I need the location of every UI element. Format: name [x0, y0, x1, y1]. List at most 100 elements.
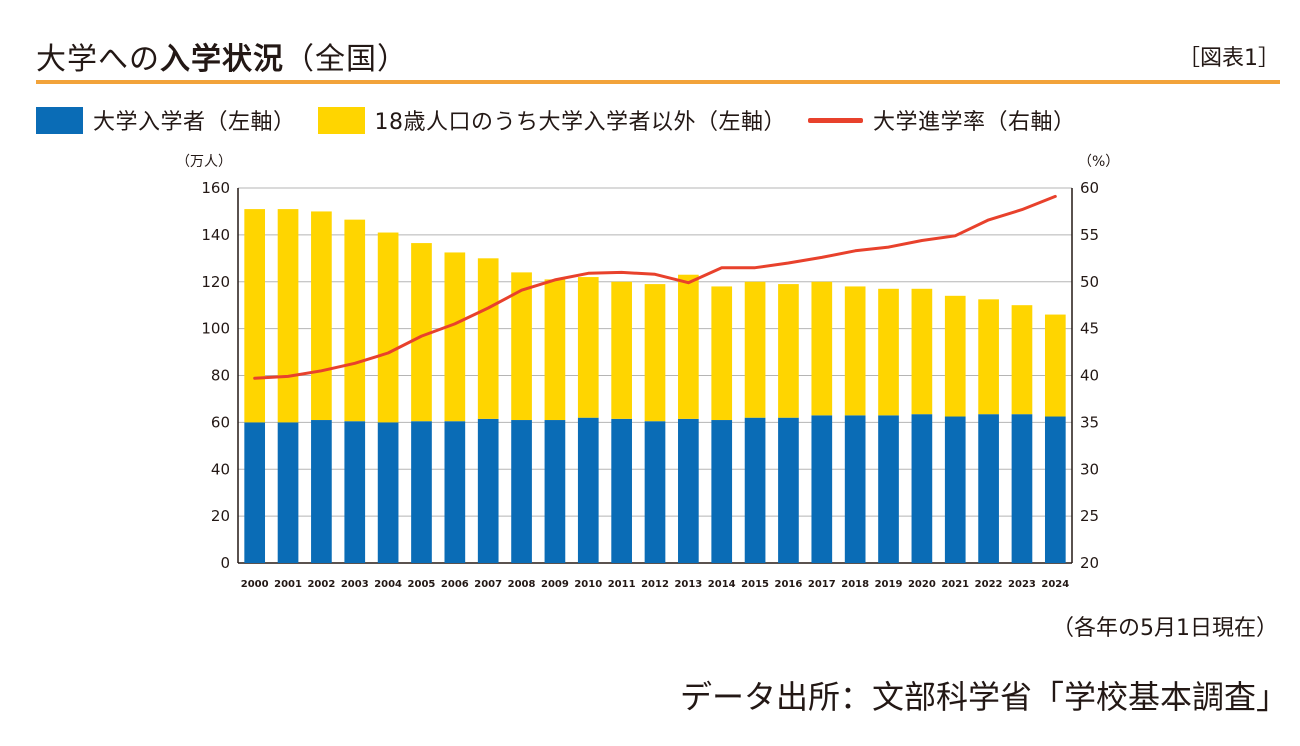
bar-enrolled	[644, 421, 666, 563]
bar-enrolled	[411, 421, 432, 563]
x-tick-label: 2013	[674, 579, 702, 590]
legend-label-enrolled: 大学入学者（左軸）	[93, 110, 296, 135]
right-tick-label: 60	[1080, 179, 1099, 197]
bar-other	[844, 286, 866, 416]
right-tick-label: 20	[1080, 554, 1099, 572]
bar-enrolled	[344, 421, 366, 563]
bar-enrolled	[778, 417, 799, 563]
x-tick-label: 2007	[474, 579, 502, 590]
rate-line	[253, 194, 1057, 380]
chart-header: 大学への入学状況（全国） ［図表1］	[36, 30, 1280, 80]
bar-enrolled	[944, 416, 966, 563]
legend-label-other: 18歳人口のうち大学入学者以外（左軸）	[374, 110, 787, 135]
bar-enrolled	[878, 415, 899, 563]
bar-enrolled	[811, 415, 833, 563]
left-tick-label: 100	[201, 320, 230, 338]
bar-enrolled	[377, 422, 399, 563]
x-tick-label: 2018	[841, 579, 869, 590]
right-tick-label: 25	[1080, 507, 1099, 525]
bar-other	[311, 211, 332, 421]
bar-enrolled	[978, 414, 999, 563]
title-tail: （全国）	[284, 42, 408, 77]
x-tick-label: 2014	[708, 579, 736, 590]
bar-enrolled	[744, 417, 766, 563]
bar-other	[778, 284, 799, 418]
bar-other	[644, 284, 666, 422]
x-tick-label: 2009	[541, 579, 569, 590]
bar-other	[1044, 314, 1066, 417]
legend-item-other: 18歳人口のうち大学入学者以外（左軸）	[317, 104, 787, 136]
x-tick-label: 2022	[975, 579, 1003, 590]
bar-enrolled	[511, 420, 532, 563]
bar-other	[1011, 305, 1033, 415]
x-tick-label: 2024	[1041, 579, 1069, 590]
x-tick-label: 2019	[875, 579, 903, 590]
left-tick-label: 140	[201, 226, 230, 244]
bar-enrolled	[711, 420, 733, 563]
figure-label: ［図表1］	[1178, 46, 1280, 71]
x-tick-label: 2008	[508, 579, 536, 590]
x-tick-label: 2005	[408, 579, 436, 590]
bar-enrolled	[678, 418, 699, 563]
bar-enrolled	[611, 418, 632, 563]
left-tick-label: 160	[201, 179, 230, 197]
bar-other	[978, 299, 999, 415]
bar-other	[344, 219, 366, 422]
bar-enrolled	[244, 422, 266, 563]
bar-other	[377, 232, 399, 423]
bar-other	[244, 209, 266, 423]
x-tick-label: 2021	[941, 579, 969, 590]
bar-enrolled	[544, 420, 566, 563]
bar-other	[277, 209, 299, 423]
bar-enrolled	[1011, 414, 1033, 563]
right-tick-label: 40	[1080, 367, 1099, 385]
left-tick-label: 120	[201, 273, 230, 291]
bar-other	[511, 272, 532, 421]
right-tick-label: 50	[1080, 273, 1099, 291]
bar-enrolled	[911, 414, 933, 563]
x-tick-label: 2011	[608, 579, 636, 590]
bar-other	[878, 288, 899, 416]
bar-enrolled	[311, 420, 332, 563]
bar-enrolled	[444, 421, 466, 563]
bar-other	[744, 281, 766, 418]
bar-enrolled	[277, 422, 299, 563]
bar-enrolled	[844, 415, 866, 563]
bar-other	[477, 258, 499, 419]
x-tick-label: 2002	[307, 579, 335, 590]
legend-item-rate: 大学進学率（右軸）	[808, 104, 1076, 136]
header-rule	[36, 80, 1280, 84]
legend: 大学入学者（左軸） 18歳人口のうち大学入学者以外（左軸） 大学進学率（右軸）	[36, 104, 1098, 136]
bar-other	[911, 288, 933, 415]
x-tick-label: 2017	[808, 579, 836, 590]
x-tick-label: 2016	[775, 579, 803, 590]
source-note: データ出所：文部科学省「学校基本調査」	[679, 678, 1288, 716]
date-note: （各年の5月1日現在）	[1052, 616, 1278, 641]
title-bold: 入学状況	[160, 42, 284, 77]
bar-other	[678, 274, 699, 419]
x-tick-label: 2004	[374, 579, 402, 590]
title-lead: 大学への	[36, 42, 160, 77]
x-tick-label: 2006	[441, 579, 469, 590]
bar-enrolled	[477, 418, 499, 563]
bar-other	[811, 281, 833, 416]
x-tick-label: 2023	[1008, 579, 1036, 590]
legend-swatch-rate	[808, 117, 864, 123]
right-axis-unit: （%）	[1078, 154, 1119, 170]
x-tick-label: 2020	[908, 579, 936, 590]
bar-other	[577, 277, 599, 418]
bar-enrolled	[1044, 416, 1066, 563]
left-tick-label: 0	[220, 554, 230, 572]
x-tick-label: 2003	[341, 579, 369, 590]
left-tick-label: 40	[211, 460, 230, 478]
right-tick-label: 30	[1080, 460, 1099, 478]
bar-other	[711, 286, 733, 421]
left-tick-label: 60	[211, 413, 230, 431]
x-tick-label: 2012	[641, 579, 669, 590]
chart-title: 大学への入学状況（全国）	[36, 34, 408, 78]
right-tick-label: 45	[1080, 320, 1099, 338]
bar-other	[411, 243, 432, 422]
bar-other	[611, 281, 632, 419]
x-tick-label: 2001	[274, 579, 302, 590]
